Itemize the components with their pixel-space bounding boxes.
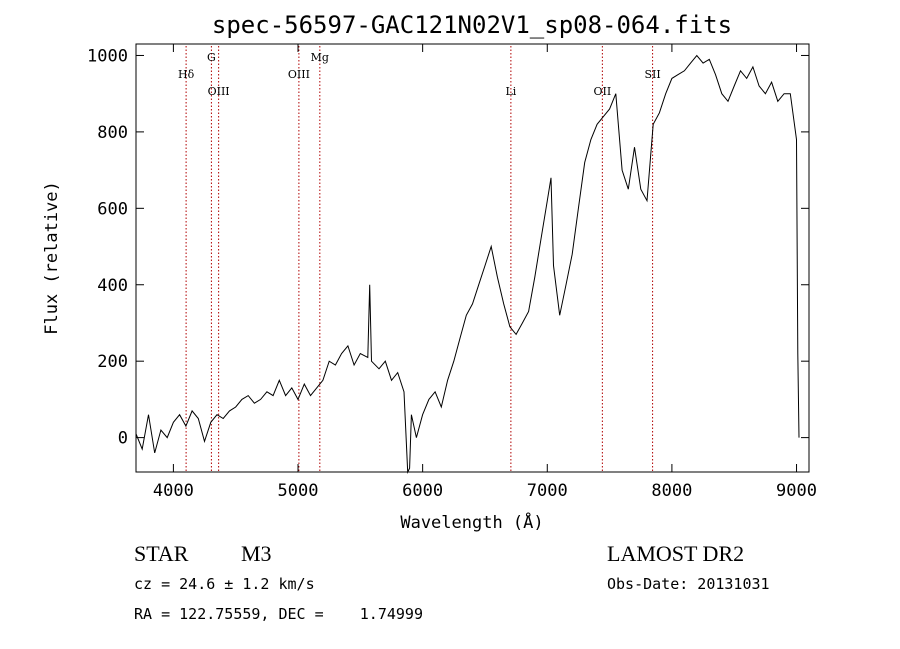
obs-date: Obs-Date: 20131031 <box>607 575 770 593</box>
y-tick-label-0: 0 <box>118 429 128 449</box>
redshift-value: cz = 24.6 ± 1.2 km/s <box>134 575 315 593</box>
line-marker-label-5: Li <box>505 85 516 98</box>
x-axis-label: Wavelength (Å) <box>400 511 543 533</box>
y-tick-label-1: 200 <box>97 352 128 372</box>
y-tick-label-4: 800 <box>97 123 128 143</box>
spectrum-line <box>135 54 800 474</box>
line-marker-label-6: OII <box>594 85 612 98</box>
line-marker-label-4: Mg <box>311 51 329 64</box>
line-marker-label-7: SII <box>644 68 660 81</box>
object-class: STAR <box>134 541 189 566</box>
x-tick-label-1: 5000 <box>278 481 319 501</box>
line-marker-label-3: OIII <box>288 68 310 81</box>
line-marker-label-1: G <box>207 51 216 64</box>
y-tick-label-3: 600 <box>97 199 128 219</box>
x-tick-label-2: 6000 <box>402 481 443 501</box>
x-tick-label-4: 8000 <box>651 481 692 501</box>
object-subclass: M3 <box>241 541 272 566</box>
survey-name: LAMOST DR2 <box>607 541 745 566</box>
y-tick-label-5: 1000 <box>87 46 128 66</box>
x-tick-label-3: 7000 <box>527 481 568 501</box>
line-marker-label-2: OIII <box>208 85 230 98</box>
coordinates: RA = 122.75559, DEC = 1.74999 <box>134 605 423 623</box>
y-tick-label-2: 400 <box>97 276 128 296</box>
y-axis-label: Flux (relative) <box>42 181 62 335</box>
line-marker-label-0: Hδ <box>178 68 195 81</box>
plot-frame <box>135 43 810 473</box>
chart-title: spec-56597-GAC121N02V1_sp08-064.fits <box>212 11 732 39</box>
x-tick-label-0: 4000 <box>153 481 194 501</box>
x-tick-label-5: 9000 <box>776 481 817 501</box>
